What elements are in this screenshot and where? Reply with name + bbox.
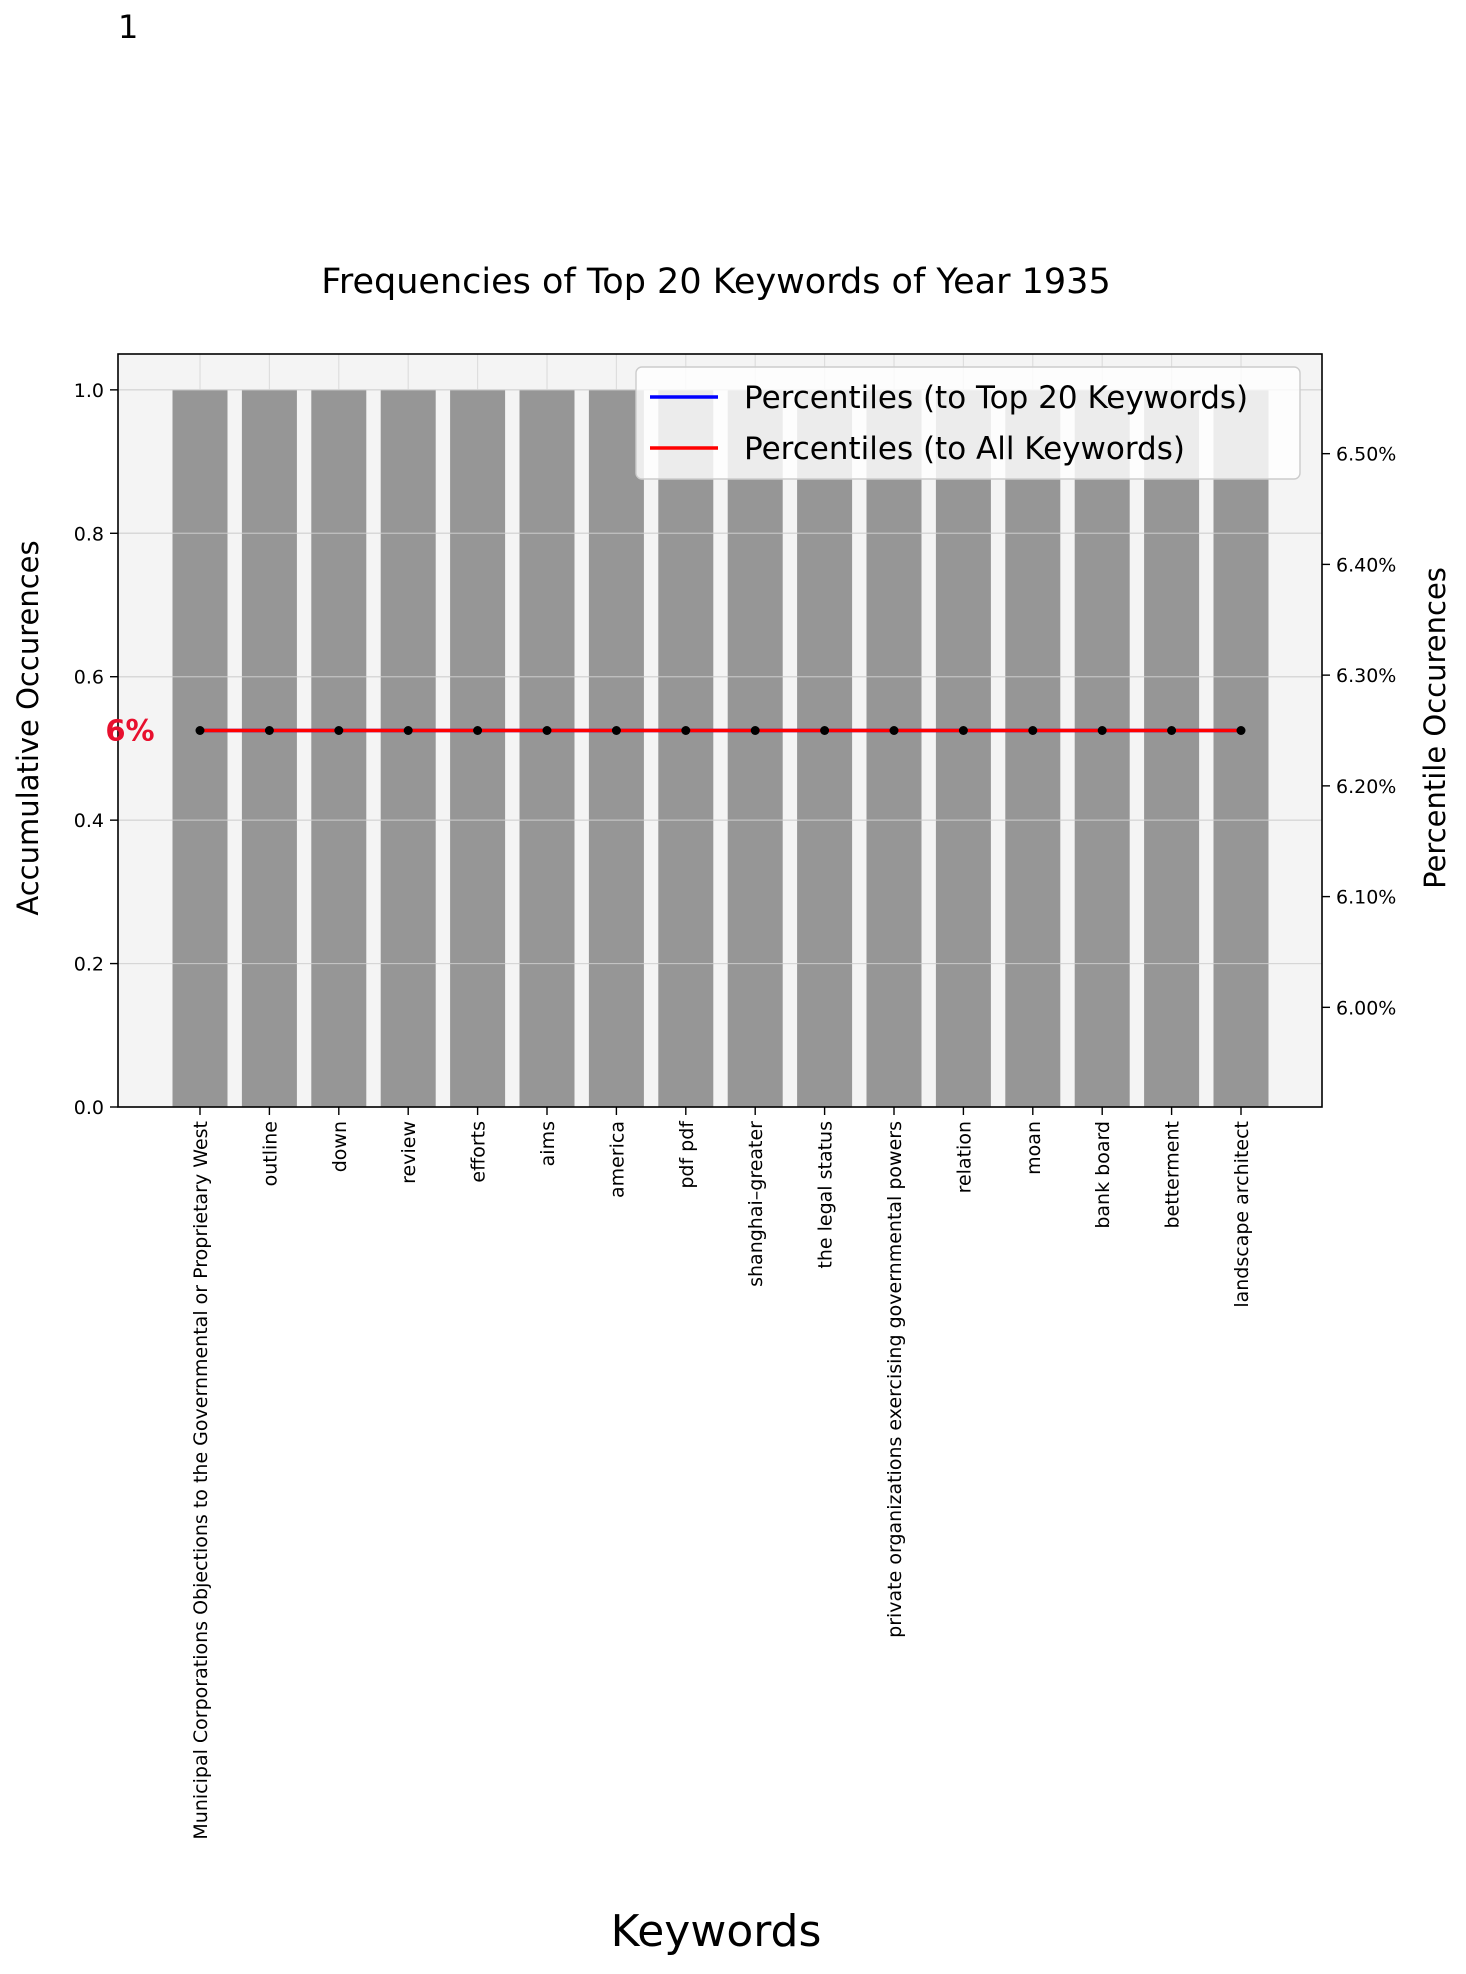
chart-title: Frequencies of Top 20 Keywords of Year 1… <box>321 262 1110 302</box>
bar <box>172 389 228 1107</box>
bar <box>380 389 436 1107</box>
bar <box>1213 389 1269 1107</box>
x-tick-label: the legal status <box>815 1121 837 1269</box>
data-point <box>403 726 413 735</box>
bar <box>588 389 644 1107</box>
page-number: 1 <box>118 8 139 46</box>
x-tick-label: landscape architect <box>1231 1121 1253 1308</box>
x-tick-label: relation <box>953 1121 975 1193</box>
bar <box>658 389 714 1107</box>
bar <box>1005 389 1061 1107</box>
data-point <box>1097 726 1107 735</box>
data-point <box>1028 726 1038 735</box>
bar <box>797 389 853 1107</box>
plot-frame <box>117 353 1323 1108</box>
y2-axis-ticks: 6.00% 6.10% 6.20% 6.30% 6.40% 6.50% <box>1322 444 1396 1019</box>
y2-axis-label: Percentile Occurences <box>1418 567 1452 889</box>
y2-tick-label: 6.20% <box>1336 776 1396 798</box>
data-point <box>820 726 830 735</box>
value-annotation: 6% <box>105 714 154 748</box>
bar <box>519 389 575 1107</box>
x-tick-label: outline <box>259 1121 281 1186</box>
y-axis-label: Accumulative Occurences <box>11 540 45 915</box>
y-tick-label: 0.2 <box>74 954 104 976</box>
y-tick-label: 0.8 <box>74 523 104 545</box>
y2-tick-label: 6.40% <box>1336 554 1396 576</box>
x-axis-ticks: Municipal Corporations Objections to the… <box>190 1107 1253 1840</box>
bar <box>1144 389 1200 1107</box>
data-point <box>958 726 968 735</box>
legend-label: Percentiles (to Top 20 Keywords) <box>744 380 1248 416</box>
y-tick-label: 0.4 <box>74 810 104 832</box>
data-point <box>264 726 274 735</box>
data-point <box>1236 726 1246 735</box>
data-point <box>542 726 552 735</box>
x-tick-label: bank board <box>1092 1121 1114 1229</box>
data-point <box>889 726 899 735</box>
x-tick-label: pdf pdf <box>676 1120 698 1189</box>
x-tick-label: america <box>606 1121 628 1198</box>
y-tick-label: 0.6 <box>74 667 104 689</box>
x-tick-label: moan <box>1023 1121 1045 1175</box>
bar <box>450 389 506 1107</box>
y-axis-ticks: 0.0 0.2 0.4 0.6 0.8 1.0 <box>74 380 118 1119</box>
legend-label: Percentiles (to All Keywords) <box>744 431 1185 467</box>
data-point <box>611 726 621 735</box>
y2-tick-label: 6.10% <box>1336 887 1396 909</box>
data-point <box>681 726 691 735</box>
data-point <box>750 726 760 735</box>
y2-tick-label: 6.50% <box>1336 444 1396 466</box>
x-tick-label: aims <box>537 1121 559 1166</box>
bar <box>935 389 991 1107</box>
x-tick-label: down <box>329 1121 351 1172</box>
y-tick-label: 0.0 <box>74 1097 104 1119</box>
x-tick-label: shanghai–greater <box>745 1121 767 1287</box>
bar <box>727 389 783 1107</box>
data-point <box>195 726 205 735</box>
data-point <box>334 726 344 735</box>
series-lines <box>195 726 1246 735</box>
bar <box>1074 389 1130 1107</box>
data-point <box>1167 726 1177 735</box>
bars <box>118 389 1322 1108</box>
bar <box>311 389 367 1107</box>
x-tick-label: review <box>398 1121 420 1184</box>
y2-tick-label: 6.30% <box>1336 665 1396 687</box>
bar <box>241 389 297 1107</box>
legend-box <box>635 366 1301 480</box>
y2-tick-label: 6.00% <box>1336 997 1396 1019</box>
bar <box>866 389 922 1107</box>
x-tick-label: efforts <box>468 1121 490 1183</box>
x-axis-label: Keywords <box>611 1906 822 1957</box>
y-tick-label: 1.0 <box>74 380 104 402</box>
legend: Percentiles (to Top 20 Keywords) Percenti… <box>635 366 1301 480</box>
x-tick-label: betterment <box>1162 1121 1184 1229</box>
x-tick-label: Municipal Corporations Objections to the… <box>190 1121 212 1840</box>
x-tick-label: private organizations exercising governm… <box>884 1121 906 1638</box>
data-point <box>473 726 483 735</box>
